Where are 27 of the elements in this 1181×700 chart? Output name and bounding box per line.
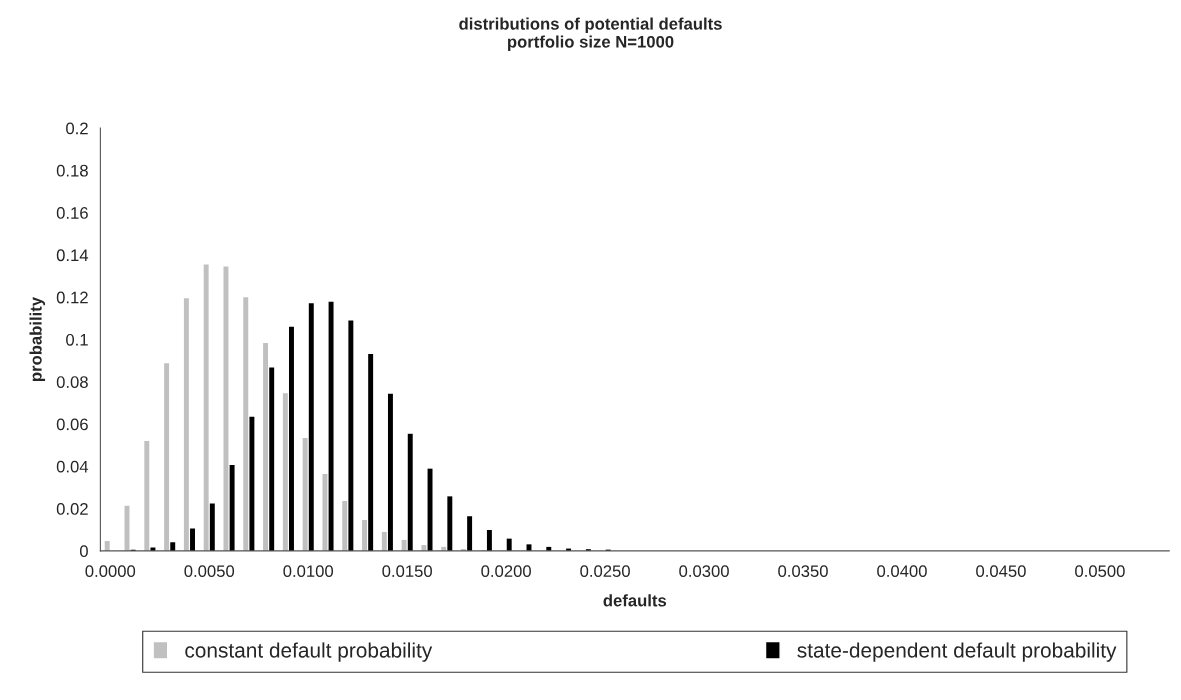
- x-tick-label: 0.0100: [283, 565, 334, 578]
- x-tick-label: 0.0200: [481, 565, 531, 578]
- y-tick-label: 0.2: [66, 122, 88, 135]
- y-tick-label: 0.12: [56, 291, 88, 304]
- y-tick-label: 0.14: [56, 249, 89, 262]
- chart-title: distributions of potential defaults portfolio size N=1000: [459, 17, 722, 51]
- x-tick-label: 0.0050: [184, 565, 235, 578]
- x-tick-label: 0.0500: [1075, 565, 1125, 578]
- y-tick-label: 0.04: [56, 460, 89, 473]
- legend-label: constant default probability: [185, 642, 433, 662]
- x-tick-label: 0.0450: [976, 565, 1026, 578]
- x-tick-label: 0.0350: [778, 565, 828, 578]
- y-tick-label: 0.1: [66, 333, 88, 346]
- x-tick-label: 0.0000: [85, 565, 136, 578]
- y-tick-label: 0.08: [56, 376, 88, 388]
- y-tick-label: 0.18: [56, 164, 88, 177]
- y-tick-label: 0: [79, 545, 88, 558]
- y-tick-label: 0.16: [56, 207, 88, 219]
- y-tick-label: 0.02: [56, 503, 88, 515]
- x-tick-label: 0.0250: [580, 565, 630, 578]
- y-axis-title: probability: [29, 296, 46, 381]
- x-axis-title: defaults: [603, 594, 667, 607]
- x-tick-label: 0.0300: [679, 565, 729, 578]
- x-tick-label: 0.0150: [382, 565, 433, 578]
- x-tick-label: 0.0400: [877, 565, 927, 578]
- legend-label: state-dependent default probability: [797, 642, 1117, 662]
- y-tick-label: 0.06: [56, 418, 88, 431]
